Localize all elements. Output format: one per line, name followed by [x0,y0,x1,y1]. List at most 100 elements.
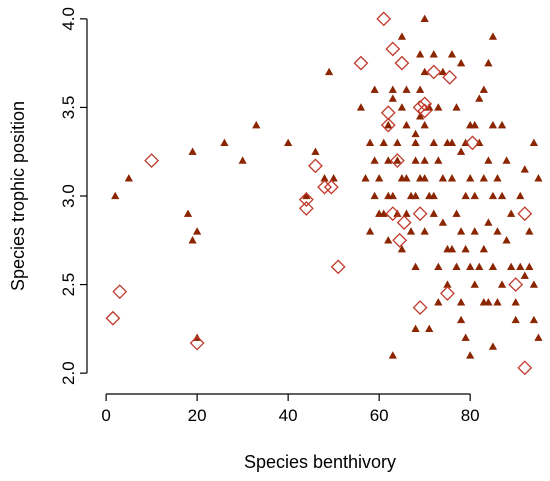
triangle-point [434,156,443,164]
diamond-point [412,300,428,316]
triangle-point [402,174,411,182]
x-tick-label: 60 [370,406,389,425]
triangle-point [379,138,388,147]
y-tick-label: 3.0 [59,184,78,208]
triangle-point [416,112,425,120]
x-tick-label: 80 [461,406,480,425]
triangle-point [479,85,488,93]
triangle-point [411,156,420,164]
triangle-point [183,209,193,217]
triangle-point [384,156,393,164]
triangle-point [497,280,507,288]
triangle-point [416,85,425,93]
triangle-point [438,174,447,182]
triangle-point [193,227,202,235]
diamond-point [380,117,396,133]
triangle-point [365,227,375,235]
triangle-point [420,120,429,129]
triangle-point [529,138,539,147]
triangle-point [470,227,479,235]
triangle-point [507,209,516,217]
diamond-point [392,232,408,248]
triangle-point [438,218,447,226]
triangle-point [525,262,534,271]
triangle-point [252,120,261,129]
triangle-point [488,120,498,129]
triangle-point [429,50,438,58]
x-tick-label: 20 [188,406,207,425]
triangle-point [375,174,384,182]
diamond-point [426,64,442,80]
triangle-point [447,174,457,182]
triangle-point [456,147,466,155]
triangle-point [466,262,475,271]
axes [86,18,471,395]
diamond-point [517,360,533,376]
triangle-point [511,298,520,306]
diamond-point [394,55,410,71]
triangle-point [361,174,370,182]
diamond-point [385,206,401,222]
triangle-point [434,262,443,271]
triangle-point [456,58,466,67]
triangle-point [420,227,429,235]
triangle-point [384,120,393,129]
triangle-point [470,120,479,129]
triangle-point [420,156,429,164]
triangle-point [411,129,420,138]
triangle-point [388,351,397,359]
triangle-point [461,191,470,200]
triangle-point [311,147,320,155]
triangle-point [402,209,411,217]
triangle-point [370,156,379,164]
y-tick-label: 2.5 [59,273,78,297]
triangle-point [402,120,411,129]
triangle-point [507,262,516,271]
triangle-point [466,351,475,359]
triangle-point [402,85,411,93]
triangle-point [356,103,366,111]
triangle-point [520,165,529,173]
triangle-point [516,262,525,271]
diamond-point [112,284,128,300]
diamond-point [353,55,369,71]
triangle-point [397,103,407,111]
diamond-point [189,335,205,351]
diamond-point [440,286,455,301]
triangle-point [406,227,416,235]
triangle-point [520,271,529,279]
triangle-point [529,315,539,324]
triangle-point [461,244,470,253]
triangle-point [393,138,402,147]
triangle-point [529,280,539,288]
triangle-point [420,67,429,76]
diamond-point [308,158,323,174]
triangle-point [434,298,443,306]
diamond-point [380,105,396,121]
triangle-point [493,227,502,235]
triangle-point [511,315,520,324]
y-tick-label: 2.0 [59,361,78,385]
triangle-point [525,227,534,235]
diamond-point [330,259,346,275]
triangle-point [470,280,479,288]
triangle-point [456,298,466,306]
x-axis-ticks: 0 20 40 60 80 [101,394,480,425]
triangle-point [393,156,402,164]
triangle-point [188,147,197,155]
triangle-point [497,191,507,200]
triangle-point [488,32,498,40]
triangle-point [516,191,525,200]
diamond-point [298,200,314,216]
triangle-point [488,262,498,271]
triangle-point [493,298,502,306]
triangle-point [484,58,493,67]
diamond-point [508,277,524,292]
triangle-point [475,262,484,271]
triangle-point [452,103,461,111]
triangle-point [447,138,457,147]
diamond-point [412,100,428,115]
triangle-point [438,67,447,76]
triangle-point [479,244,488,253]
x-tick-label: 0 [101,406,110,425]
